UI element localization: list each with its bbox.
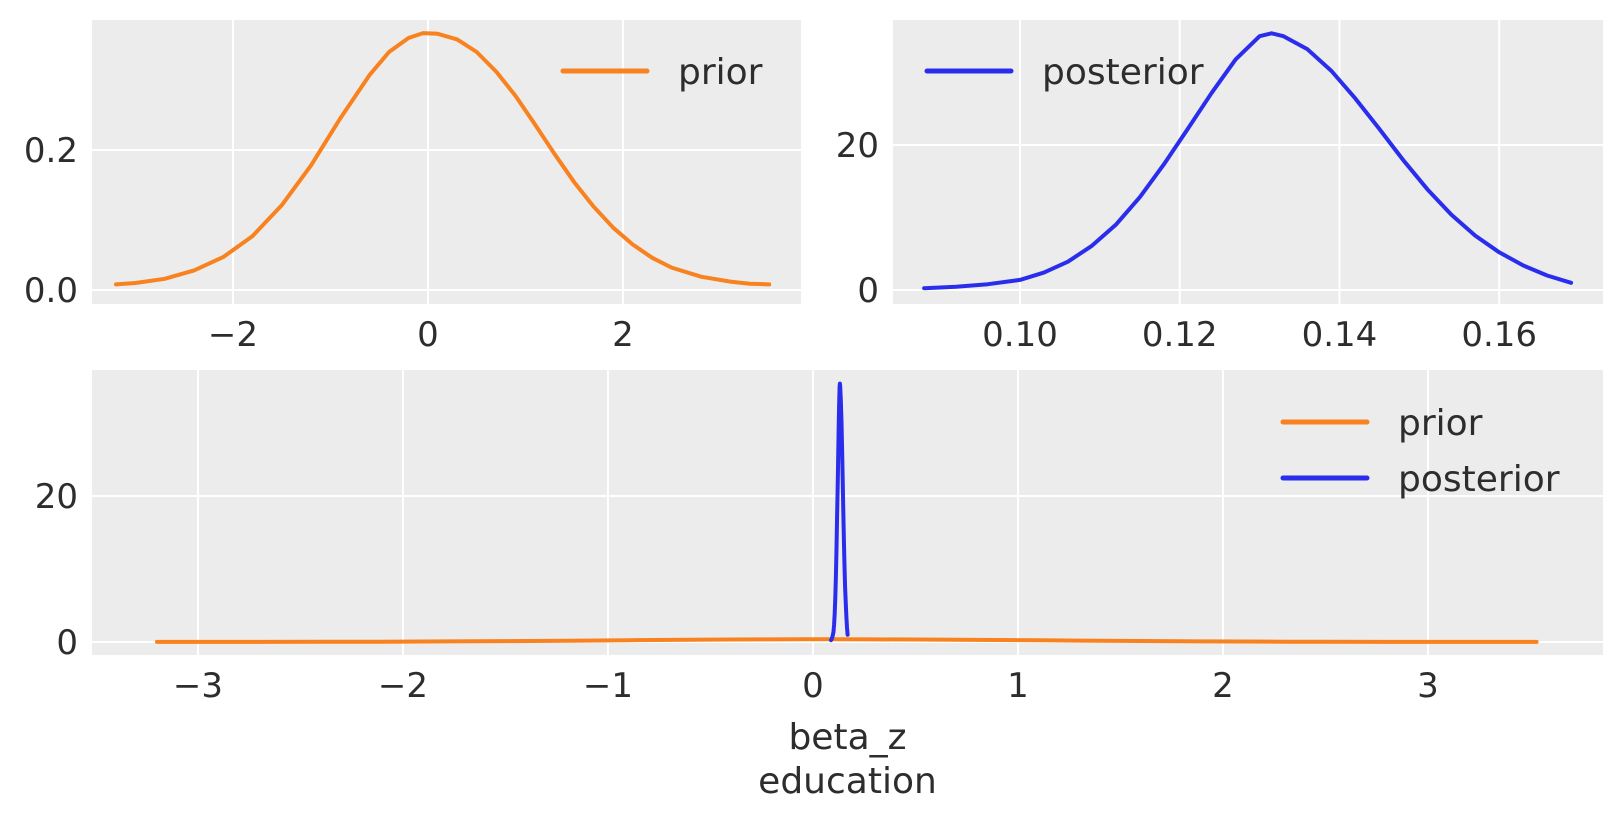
- prior-curve: [155, 637, 1539, 644]
- posterior-curve: [922, 31, 1574, 291]
- axes-background: [893, 20, 1603, 304]
- x-axis-label: beta_z: [788, 717, 906, 758]
- x-tick-label: 3: [1417, 666, 1439, 706]
- x-tick-label: 0.10: [982, 315, 1058, 355]
- x-tick-label: −2: [378, 666, 428, 706]
- x-tick-label: 0.12: [1142, 315, 1218, 355]
- x-tick-label: 2: [1212, 666, 1234, 706]
- y-tick-label: 20: [35, 477, 78, 517]
- posterior-curve: [829, 381, 850, 643]
- x-tick-label: −3: [173, 666, 223, 706]
- y-tick-label: 0: [56, 623, 78, 663]
- legend-upper-left: posterior: [924, 52, 1204, 93]
- legend-label-posterior: posterior: [1042, 52, 1204, 93]
- x-tick-label: −1: [583, 666, 633, 706]
- y-tick-label: 20: [836, 126, 879, 166]
- y-tick-label: 0.0: [24, 271, 78, 311]
- y-tick-label: 0.2: [24, 131, 78, 171]
- x-tick-label: 0.14: [1302, 315, 1378, 355]
- axes-background: [92, 20, 801, 304]
- x-tick-label: −2: [208, 315, 258, 355]
- legend-label-prior: prior: [678, 52, 763, 93]
- x-tick-label: 1: [1007, 666, 1029, 706]
- legend-label-prior: prior: [1398, 403, 1483, 444]
- legend-upper-right: prior posterior: [1280, 403, 1560, 500]
- legend-upper-right: prior: [560, 52, 763, 93]
- prior-curve: [114, 31, 772, 287]
- legend-label-posterior: posterior: [1398, 459, 1560, 500]
- x-tick-label: 0: [802, 666, 824, 706]
- x-axis-label: education: [758, 761, 937, 802]
- subplot-prior-marginal: −2 0 2 0.0 0.2 prior: [24, 20, 801, 355]
- x-tick-label: 2: [612, 315, 634, 355]
- y-tick-label: 0: [857, 271, 879, 311]
- subplot-posterior-marginal: 0.10 0.12 0.14 0.16 0 20 posterior: [836, 20, 1603, 355]
- x-tick-label: 0.16: [1461, 315, 1537, 355]
- x-tick-label: 0: [417, 315, 439, 355]
